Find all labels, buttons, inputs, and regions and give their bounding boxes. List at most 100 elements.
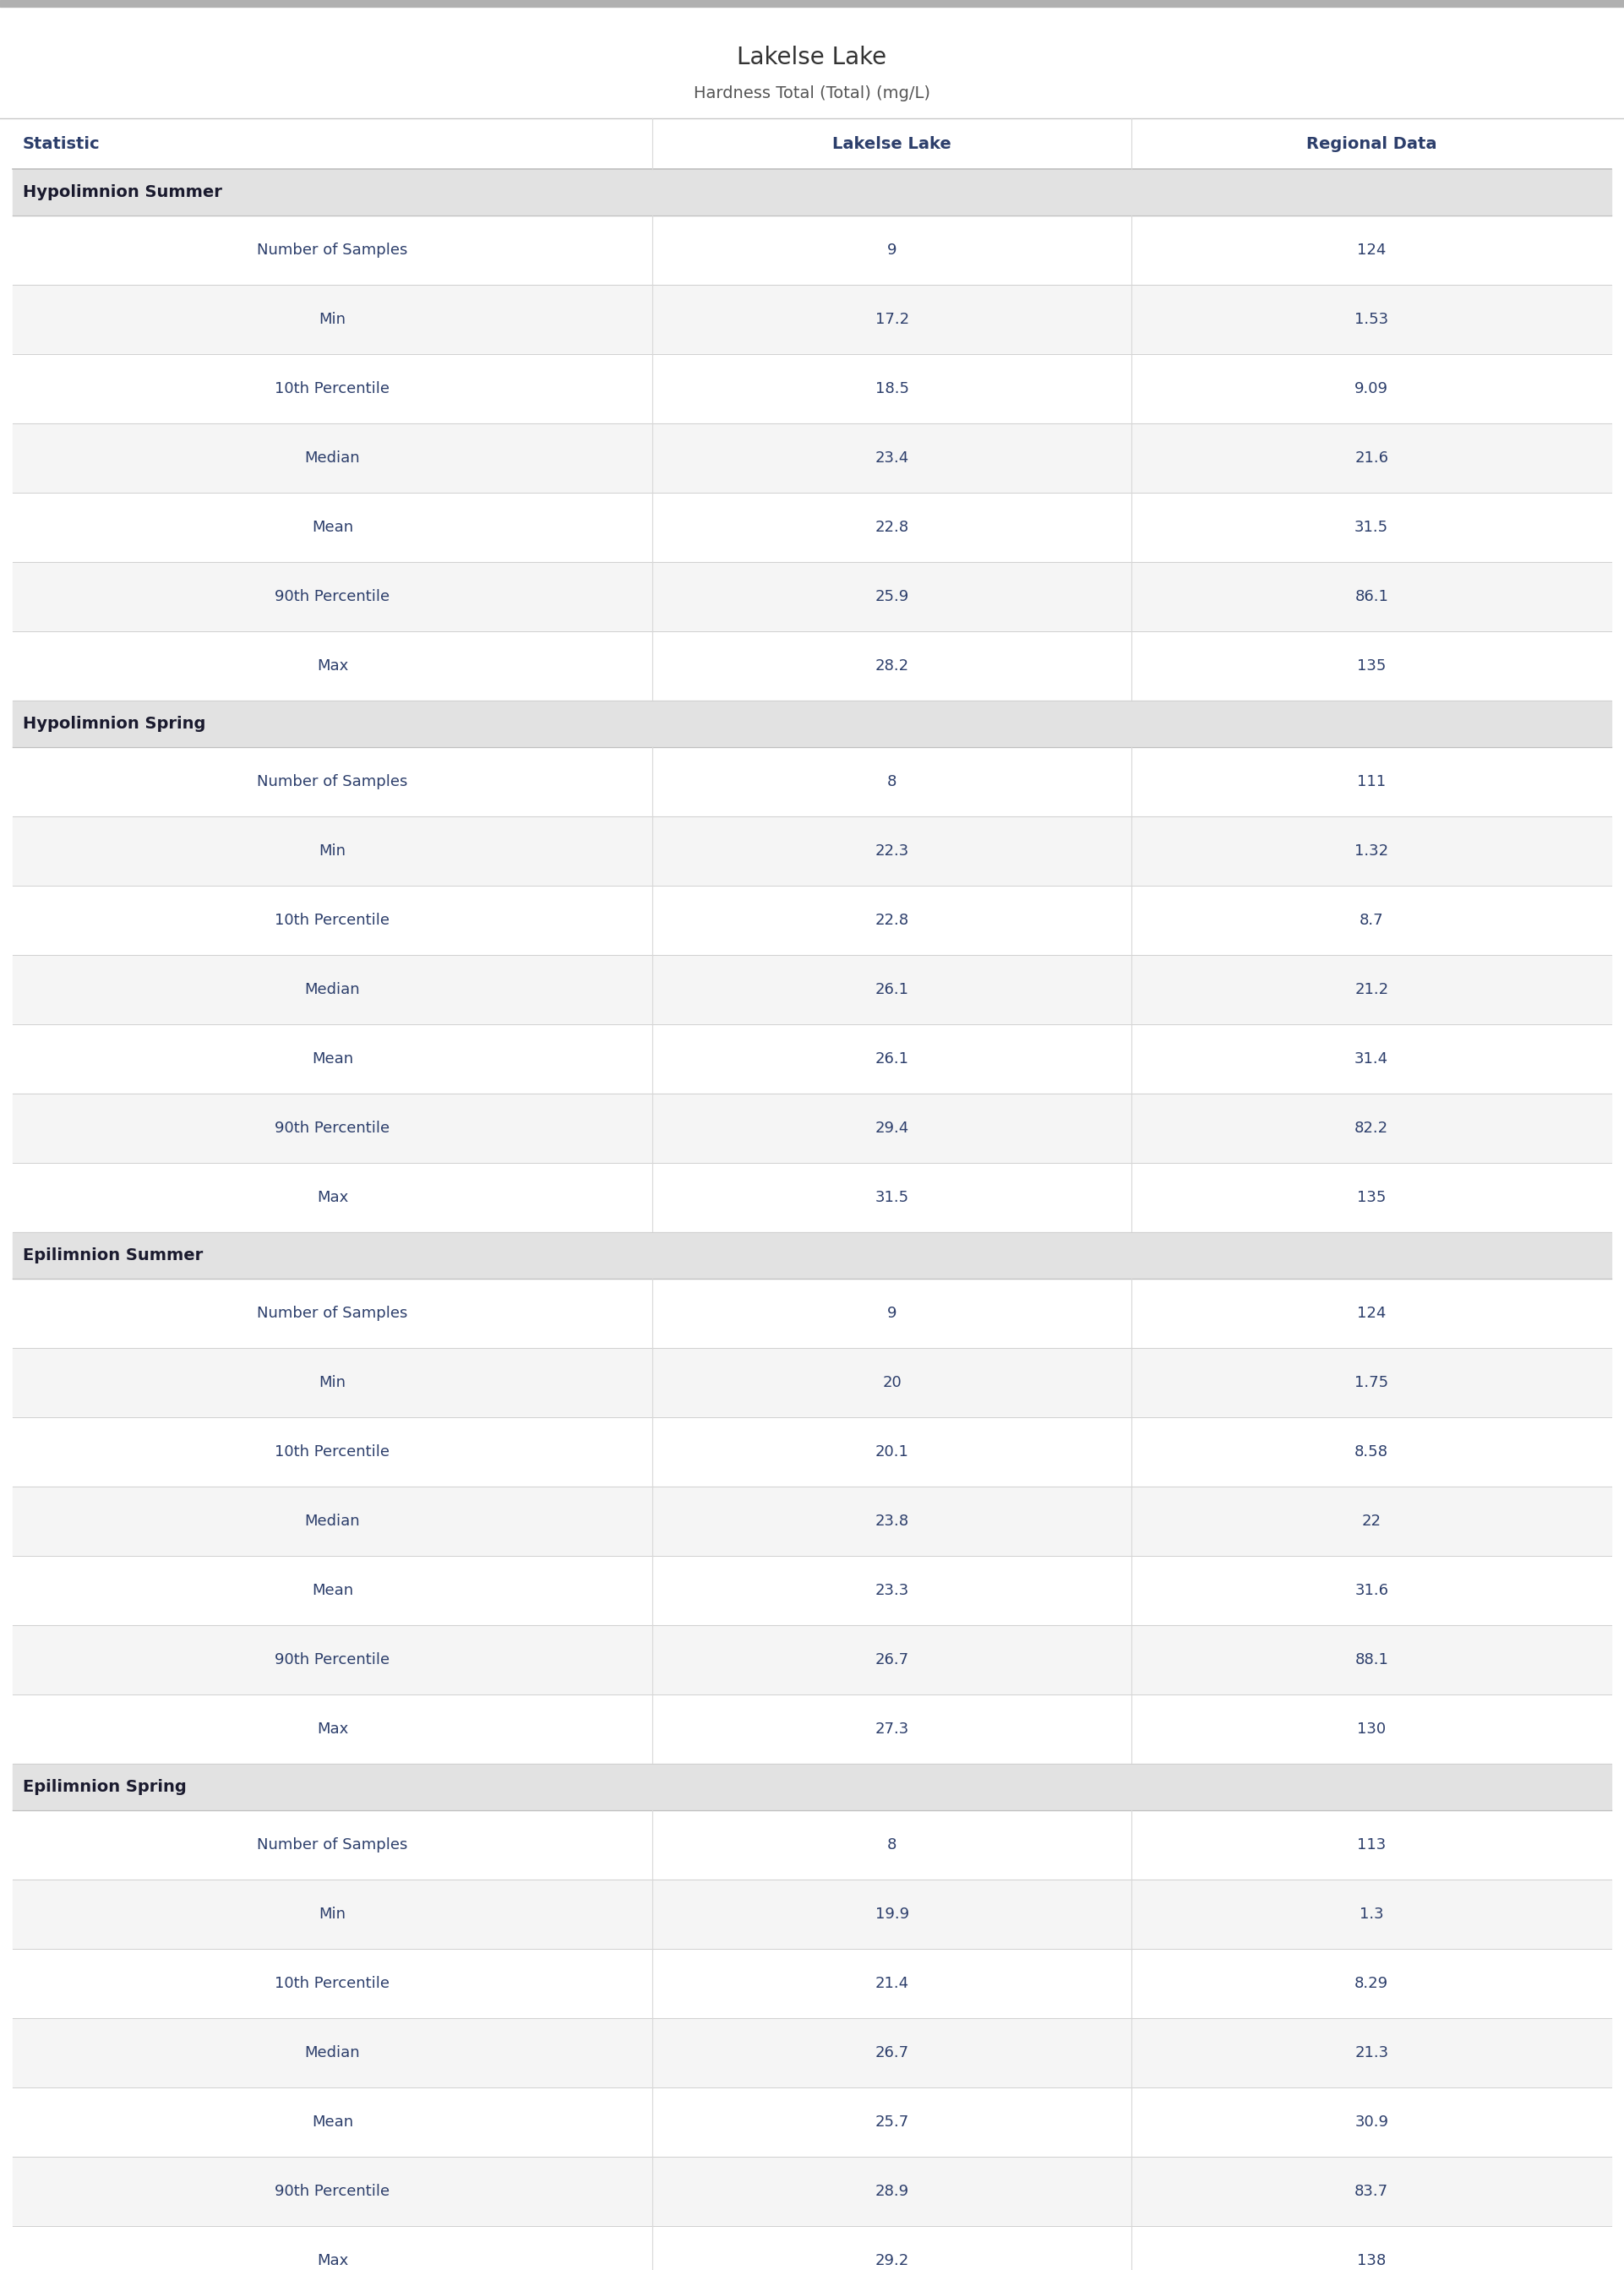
- Bar: [13, 1094, 1611, 1162]
- Text: Statistic: Statistic: [23, 136, 101, 152]
- Text: 17.2: 17.2: [875, 311, 909, 327]
- Text: 22: 22: [1363, 1514, 1382, 1528]
- Bar: [0, 7, 1624, 118]
- Text: 90th Percentile: 90th Percentile: [274, 1121, 390, 1135]
- Text: Max: Max: [317, 1721, 348, 1737]
- Text: 27.3: 27.3: [875, 1721, 909, 1737]
- Text: 25.9: 25.9: [875, 588, 909, 604]
- Text: Hypolimnion Summer: Hypolimnion Summer: [23, 184, 222, 200]
- Bar: [13, 1625, 1611, 1693]
- Bar: [13, 1278, 1611, 1348]
- Text: Epilimnion Spring: Epilimnion Spring: [23, 1780, 187, 1796]
- Text: Regional Data: Regional Data: [1306, 136, 1437, 152]
- Text: 20: 20: [882, 1376, 901, 1389]
- Text: Median: Median: [305, 449, 361, 465]
- Text: Mean: Mean: [312, 1051, 352, 1067]
- Bar: [13, 1764, 1611, 1809]
- Text: Hypolimnion Spring: Hypolimnion Spring: [23, 715, 206, 731]
- Text: 22.8: 22.8: [875, 913, 909, 928]
- Text: Number of Samples: Number of Samples: [257, 1836, 408, 1852]
- Text: 10th Percentile: 10th Percentile: [274, 913, 390, 928]
- Text: 9.09: 9.09: [1354, 381, 1389, 397]
- Text: Number of Samples: Number of Samples: [257, 1305, 408, 1321]
- Text: Min: Min: [318, 1907, 346, 1923]
- Text: 1.53: 1.53: [1354, 311, 1389, 327]
- Bar: [13, 1487, 1611, 1555]
- Text: 9: 9: [887, 243, 896, 259]
- Text: Lakelse Lake: Lakelse Lake: [833, 136, 952, 152]
- Text: 10th Percentile: 10th Percentile: [274, 1444, 390, 1460]
- Bar: [13, 284, 1611, 354]
- Text: 124: 124: [1358, 1305, 1385, 1321]
- Text: 21.3: 21.3: [1354, 2045, 1389, 2061]
- Text: 1.75: 1.75: [1354, 1376, 1389, 1389]
- Text: Max: Max: [317, 1189, 348, 1205]
- Text: 26.7: 26.7: [875, 2045, 909, 2061]
- Text: 9: 9: [887, 1305, 896, 1321]
- Text: Epilimnion Summer: Epilimnion Summer: [23, 1249, 203, 1264]
- Bar: [13, 563, 1611, 631]
- Bar: [13, 817, 1611, 885]
- Text: 135: 135: [1358, 1189, 1385, 1205]
- Bar: [13, 118, 1611, 168]
- Text: 21.6: 21.6: [1354, 449, 1389, 465]
- Text: 30.9: 30.9: [1354, 2113, 1389, 2129]
- Text: Mean: Mean: [312, 1582, 352, 1598]
- Text: 19.9: 19.9: [875, 1907, 909, 1923]
- Text: 8: 8: [887, 774, 896, 790]
- Text: 90th Percentile: 90th Percentile: [274, 2184, 390, 2200]
- Text: 28.2: 28.2: [875, 658, 909, 674]
- Text: 31.6: 31.6: [1354, 1582, 1389, 1598]
- Text: Median: Median: [305, 1514, 361, 1528]
- Text: 22.8: 22.8: [875, 520, 909, 536]
- Text: Number of Samples: Number of Samples: [257, 243, 408, 259]
- Bar: [13, 956, 1611, 1024]
- Text: Min: Min: [318, 844, 346, 858]
- Bar: [13, 2018, 1611, 2088]
- Text: 124: 124: [1358, 243, 1385, 259]
- Bar: [13, 2156, 1611, 2227]
- Text: 26.1: 26.1: [875, 1051, 909, 1067]
- Text: 138: 138: [1358, 2254, 1385, 2268]
- Text: 135: 135: [1358, 658, 1385, 674]
- Text: Hardness Total (Total) (mg/L): Hardness Total (Total) (mg/L): [693, 86, 931, 102]
- Bar: [13, 1162, 1611, 1233]
- Bar: [13, 216, 1611, 284]
- Text: 26.7: 26.7: [875, 1653, 909, 1668]
- Text: Number of Samples: Number of Samples: [257, 774, 408, 790]
- Text: 26.1: 26.1: [875, 983, 909, 997]
- Text: 20.1: 20.1: [875, 1444, 909, 1460]
- Text: 10th Percentile: 10th Percentile: [274, 381, 390, 397]
- Bar: [13, 1950, 1611, 2018]
- Bar: [13, 168, 1611, 216]
- Text: 21.2: 21.2: [1354, 983, 1389, 997]
- Text: 29.4: 29.4: [875, 1121, 909, 1135]
- Bar: [13, 1233, 1611, 1278]
- Text: 8: 8: [887, 1836, 896, 1852]
- Text: 22.3: 22.3: [875, 844, 909, 858]
- Bar: [13, 631, 1611, 701]
- Text: Mean: Mean: [312, 520, 352, 536]
- Text: 31.5: 31.5: [1354, 520, 1389, 536]
- Text: 1.32: 1.32: [1354, 844, 1389, 858]
- Text: 88.1: 88.1: [1354, 1653, 1389, 1668]
- Bar: [13, 885, 1611, 956]
- Text: 90th Percentile: 90th Percentile: [274, 588, 390, 604]
- Text: Max: Max: [317, 658, 348, 674]
- Text: 25.7: 25.7: [875, 2113, 909, 2129]
- Bar: [0, 0, 1624, 7]
- Text: 83.7: 83.7: [1354, 2184, 1389, 2200]
- Text: 86.1: 86.1: [1354, 588, 1389, 604]
- Bar: [13, 701, 1611, 747]
- Text: 8.58: 8.58: [1354, 1444, 1389, 1460]
- Text: Median: Median: [305, 2045, 361, 2061]
- Text: 130: 130: [1358, 1721, 1385, 1737]
- Bar: [13, 1555, 1611, 1625]
- Bar: [13, 2227, 1611, 2270]
- Text: Mean: Mean: [312, 2113, 352, 2129]
- Bar: [13, 1416, 1611, 1487]
- Text: 111: 111: [1358, 774, 1385, 790]
- Bar: [13, 1880, 1611, 1950]
- Text: 31.4: 31.4: [1354, 1051, 1389, 1067]
- Text: 23.3: 23.3: [875, 1582, 909, 1598]
